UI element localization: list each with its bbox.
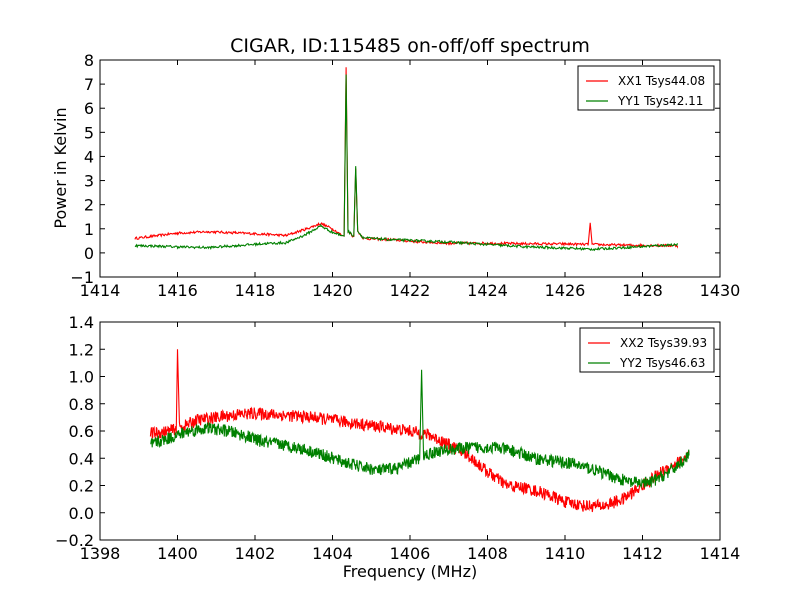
x-tick-label: 1424 [467, 281, 508, 300]
y-tick-label: 1.0 [69, 368, 94, 387]
y-tick-label: 1.4 [69, 313, 94, 332]
plot-panel-1: 1414 1416 1418 1420 1422 1424 1426 1428 1430−101… [70, 51, 740, 300]
y-tick-label: 6 [84, 99, 94, 118]
x-tick-label: 1404 [312, 544, 353, 563]
x-tick-label: 1410 [545, 544, 586, 563]
y-tick-label: 7 [84, 75, 94, 94]
y-tick-label: −0.2 [55, 531, 94, 550]
x-tick-label: 1406 [390, 544, 431, 563]
x-tick-label: 1420 [312, 281, 353, 300]
y-tick-label: 3 [84, 172, 94, 191]
series-line-1-2 [134, 74, 678, 252]
legend-box [577, 65, 715, 111]
x-axis-label: Frequency (MHz) [343, 562, 477, 581]
y-tick-label: 0.8 [69, 395, 94, 414]
y-axis-label: Power in Kelvin [51, 107, 70, 228]
y-tick-label: 8 [84, 51, 94, 70]
legend-box [579, 327, 715, 373]
legend: XX1 Tsys44.08 YY1 Tsys42.11 [577, 65, 715, 111]
plot-panel-2: 1398 1400 1402 1404 1406 1408 1410 1412 1414 −0.2… [55, 313, 740, 563]
legend-label: YY1 Tsys42.11 [617, 94, 703, 108]
x-tick-label: 1418 [235, 281, 276, 300]
x-tick-label: 1408 [467, 544, 508, 563]
plots-group: 1414 1416 1418 1420 1422 1424 1426 1428 1430−101… [55, 51, 740, 563]
chart-title: CIGAR, ID:115485 on-off/off spectrum [230, 35, 590, 57]
y-tick-label: −1 [70, 268, 94, 287]
legend-label: XX2 Tsys39.93 [620, 336, 707, 350]
x-tick-label: 1398 [80, 544, 121, 563]
y-tick-label: 0.4 [69, 449, 94, 468]
legend: XX2 Tsys39.93 YY2 Tsys46.63 [579, 327, 715, 373]
x-tick-label: 1414 [80, 281, 121, 300]
x-tick-label: 1430 [700, 281, 741, 300]
y-tick-label: 0.0 [69, 504, 94, 523]
y-tick-label: 1.2 [69, 340, 94, 359]
series-line-1-1 [134, 67, 678, 249]
x-tick-label: 1416 [157, 281, 198, 300]
x-tick-label: 1400 [157, 544, 198, 563]
y-tick-label: 2 [84, 196, 94, 215]
x-tick-label: 1428 [622, 281, 663, 300]
x-tick-label: 1412 [622, 544, 663, 563]
series-line-2-2 [150, 369, 690, 489]
x-tick-label: 1426 [545, 281, 586, 300]
y-tick-label: 5 [84, 123, 94, 142]
y-tick-label: 1 [84, 220, 94, 239]
legend-label: XX1 Tsys44.08 [618, 74, 705, 88]
y-tick-label: 4 [84, 147, 94, 166]
series-line-2-1 [149, 349, 690, 513]
y-tick-label: 0 [84, 244, 94, 263]
x-tick-label: 1414 [700, 544, 741, 563]
x-tick-label: 1422 [390, 281, 431, 300]
x-tick-label: 1402 [235, 544, 276, 563]
y-tick-label: 0.6 [69, 422, 94, 441]
legend-label: YY2 Tsys46.63 [619, 356, 705, 370]
y-tick-label: 0.2 [69, 477, 94, 496]
